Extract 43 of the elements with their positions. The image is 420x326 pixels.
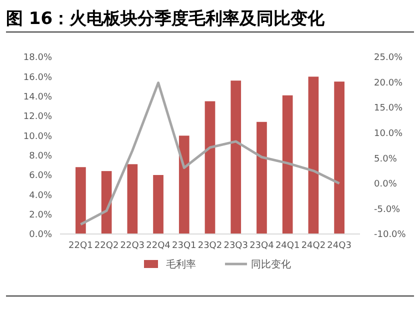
bar — [153, 175, 164, 234]
bar — [282, 95, 293, 234]
y2-tick-label: 0.0% — [374, 180, 398, 190]
x-tick-label: 24Q2 — [301, 241, 326, 251]
legend-label: 同比变化 — [251, 258, 291, 270]
y-tick-label: 8.0% — [29, 151, 52, 162]
y-tick-label: 18.0% — [23, 53, 52, 64]
x-tick-label: 23Q4 — [250, 241, 274, 251]
y-tick-label: 0.0% — [29, 230, 52, 240]
x-tick-label: 22Q4 — [146, 241, 171, 251]
y2-tick-label: 15.0% — [374, 104, 404, 114]
x-tick-label: 24Q1 — [275, 241, 300, 251]
bar — [256, 122, 267, 234]
bar — [76, 167, 86, 234]
legend-label: 毛利率 — [166, 258, 196, 270]
x-tick-label: 22Q1 — [68, 241, 93, 251]
y-tick-label: 6.0% — [29, 171, 52, 182]
x-tick-label: 23Q1 — [172, 241, 196, 251]
x-tick-label: 22Q2 — [94, 241, 119, 251]
bar — [308, 76, 319, 234]
x-tick-label: 23Q2 — [198, 241, 222, 251]
y2-tick-label: -10.0% — [374, 230, 406, 240]
chart-title: 图 16：火电板块分季度毛利率及同比变化 — [6, 9, 326, 29]
bar — [230, 80, 242, 234]
y-tick-label: 16.0% — [23, 72, 52, 83]
y-tick-label: 2.0% — [29, 210, 52, 220]
y2-tick-label: 5.0% — [374, 154, 398, 164]
y-tick-label: 12.0% — [23, 112, 52, 122]
x-tick-label: 24Q3 — [327, 241, 352, 251]
bar — [334, 82, 344, 234]
bar — [204, 101, 216, 234]
line-series — [79, 82, 341, 226]
x-tick-label: 22Q3 — [120, 241, 145, 251]
bar — [178, 136, 190, 234]
x-tick-label: 23Q3 — [224, 241, 248, 251]
y2-tick-label: 20.0% — [374, 78, 404, 88]
y-tick-label: 14.0% — [23, 92, 52, 102]
bar — [127, 164, 138, 234]
y2-tick-label: -5.0% — [374, 204, 401, 215]
y-tick-label: 4.0% — [29, 190, 52, 201]
y-tick-label: 10.0% — [23, 132, 52, 142]
y2-tick-label: 25.0% — [374, 53, 404, 64]
y2-tick-label: 10.0% — [374, 129, 404, 140]
